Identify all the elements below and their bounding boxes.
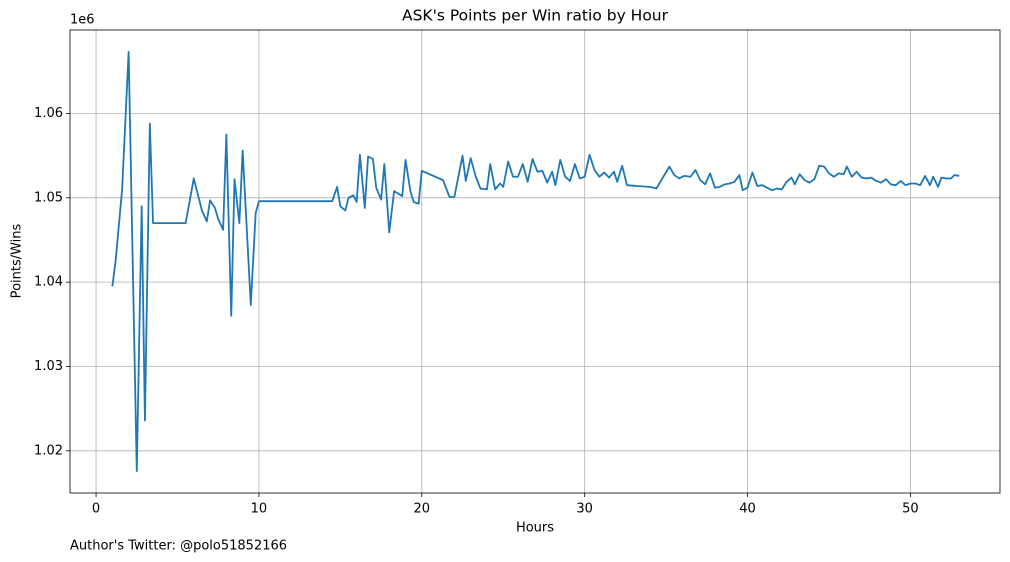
chart-title: ASK's Points per Win ratio by Hour (402, 7, 669, 25)
plot-frame (69, 29, 1001, 494)
x-axis-label: Hours (516, 521, 554, 536)
footer: Author's Twitter: @polo51852166 (70, 539, 287, 554)
y-tick-label: 1.03 (34, 359, 63, 374)
x-tick-label: 20 (414, 502, 431, 517)
y-tick-label: 1.05 (34, 190, 63, 205)
data-line (111, 51, 960, 472)
y-offset-label: 1e6 (70, 13, 95, 28)
y-tick-label: 1.04 (34, 275, 63, 290)
y-tick-label: 1.06 (34, 106, 63, 121)
y-tick-label: 1.02 (34, 443, 63, 458)
x-tick-label: 40 (739, 502, 756, 517)
x-tick-label: 50 (902, 502, 919, 517)
x-tick-label: 30 (576, 502, 593, 517)
x-tick-label: 10 (251, 502, 268, 517)
x-tick-label: 0 (92, 502, 100, 517)
y-axis-label: Points/Wins (10, 223, 25, 298)
